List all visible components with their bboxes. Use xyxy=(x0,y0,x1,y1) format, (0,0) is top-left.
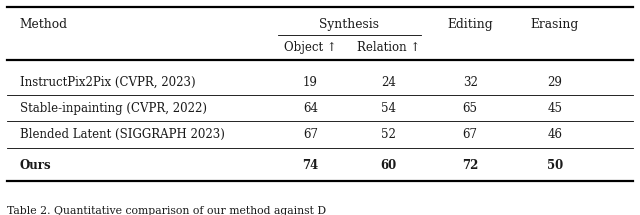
Text: 46: 46 xyxy=(547,128,563,141)
Text: Relation ↑: Relation ↑ xyxy=(356,41,420,54)
Text: 52: 52 xyxy=(381,128,396,141)
Text: Table 2. Quantitative comparison of our method against D: Table 2. Quantitative comparison of our … xyxy=(7,206,326,215)
Text: 65: 65 xyxy=(463,102,477,115)
Text: Method: Method xyxy=(20,18,68,31)
Text: 67: 67 xyxy=(303,128,318,141)
Text: Stable-inpainting (CVPR, 2022): Stable-inpainting (CVPR, 2022) xyxy=(20,102,207,115)
Text: Synthesis: Synthesis xyxy=(319,18,380,31)
Text: InstructPix2Pix (CVPR, 2023): InstructPix2Pix (CVPR, 2023) xyxy=(20,76,195,89)
Text: Editing: Editing xyxy=(447,18,493,31)
Text: 60: 60 xyxy=(380,159,396,172)
Text: Blended Latent (SIGGRAPH 2023): Blended Latent (SIGGRAPH 2023) xyxy=(20,128,225,141)
Text: 32: 32 xyxy=(463,76,477,89)
Text: 72: 72 xyxy=(462,159,478,172)
Text: Object ↑: Object ↑ xyxy=(284,41,337,54)
Text: 19: 19 xyxy=(303,76,318,89)
Text: 29: 29 xyxy=(548,76,563,89)
Text: 24: 24 xyxy=(381,76,396,89)
Text: Erasing: Erasing xyxy=(531,18,579,31)
Text: Ours: Ours xyxy=(20,159,51,172)
Text: 74: 74 xyxy=(302,159,319,172)
Text: 50: 50 xyxy=(547,159,563,172)
Text: 45: 45 xyxy=(547,102,563,115)
Text: 64: 64 xyxy=(303,102,318,115)
Text: 67: 67 xyxy=(463,128,477,141)
Text: 54: 54 xyxy=(381,102,396,115)
